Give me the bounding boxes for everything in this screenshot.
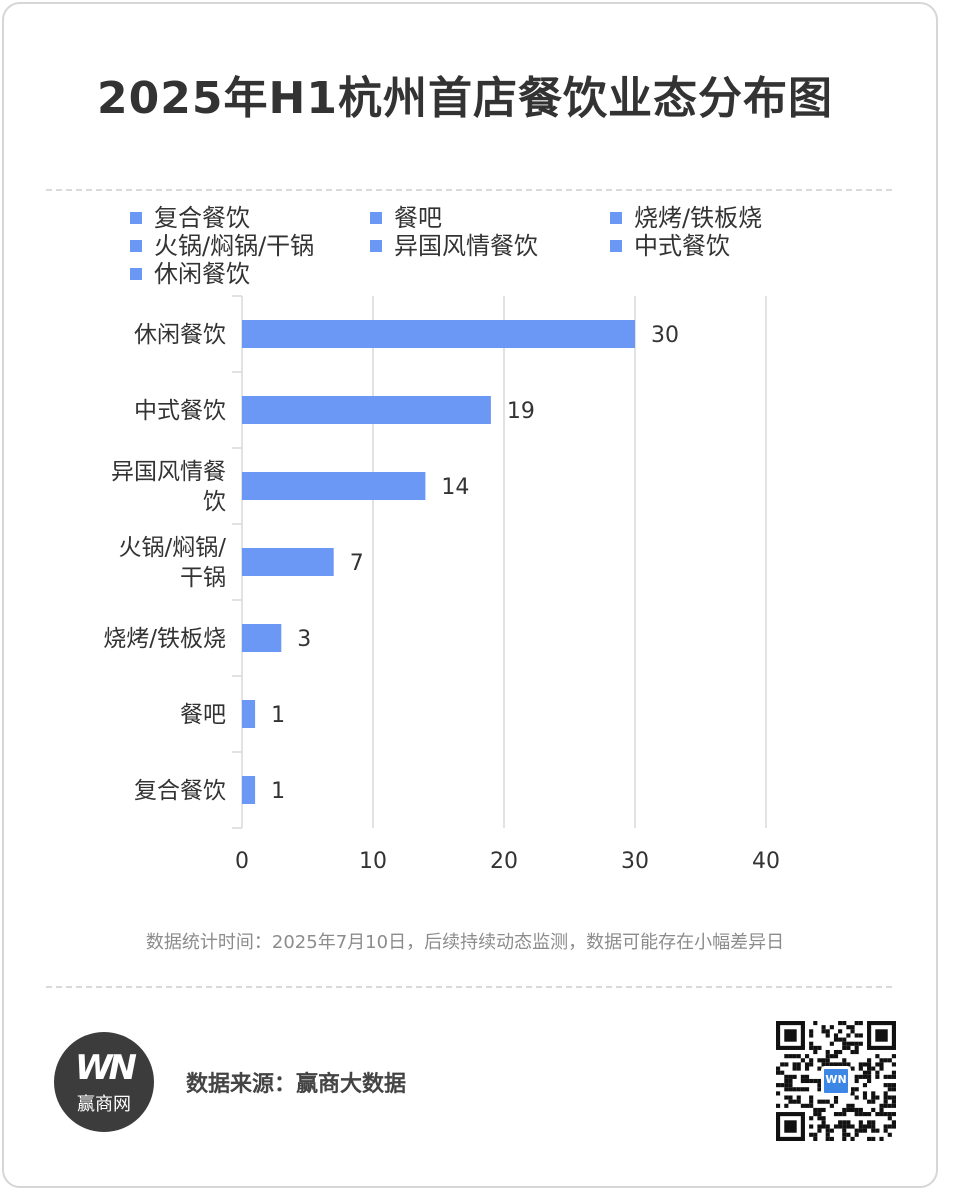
x-tick-label: 0: [235, 849, 249, 874]
legend-swatch: [130, 240, 142, 252]
data-label: 1: [271, 703, 285, 728]
legend-swatch: [610, 212, 622, 224]
legend-label: 烧烤/铁板烧: [634, 204, 763, 232]
qr-center-logo: WN: [821, 1066, 851, 1096]
data-label: 30: [651, 323, 679, 348]
legend-label: 复合餐饮: [154, 204, 250, 232]
legend-swatch: [130, 268, 142, 280]
x-tick-label: 20: [490, 849, 518, 874]
qr-code-icon: [776, 1021, 896, 1141]
legend-item: 异国风情餐饮: [370, 232, 538, 260]
legend-item: 复合餐饮: [130, 204, 250, 232]
x-tick-label: 40: [752, 849, 780, 874]
legend-item: 中式餐饮: [610, 232, 730, 260]
legend-label: 火锅/焖锅/干锅: [154, 232, 315, 260]
bar: [242, 700, 256, 728]
legend-label: 休闲餐饮: [154, 260, 250, 288]
bar: [242, 624, 282, 652]
category-label: 中式餐饮: [134, 398, 226, 424]
category-label: 火锅/焖锅/: [119, 535, 227, 561]
x-tick-label: 30: [621, 849, 649, 874]
bar-chart: 30 休闲餐饮 19 中式餐饮 14 异国风情餐饮 7 火锅/焖锅/干锅 3 烧烤/铁板烧 1 餐吧 1…: [103, 295, 780, 874]
data-label: 19: [507, 399, 535, 424]
legend-swatch: [370, 240, 382, 252]
category-label: 烧烤/铁板烧: [103, 626, 226, 652]
legend-item: 烧烤/铁板烧: [610, 204, 762, 232]
data-note: 数据统计时间：2025年7月10日，后续持续动态监测，数据可能存在小幅差异日: [145, 932, 785, 953]
data-label: 1: [271, 779, 285, 804]
legend-item: 餐吧: [370, 204, 442, 232]
category-label: 异国风情餐: [111, 459, 226, 485]
category-label: 休闲餐饮: [134, 322, 226, 348]
legend-swatch: [610, 240, 622, 252]
bar: [242, 472, 426, 500]
winshang-logo: WN 赢商网: [54, 1032, 154, 1132]
x-tick-label: 10: [359, 849, 387, 874]
bar: [242, 320, 635, 348]
category-label: 餐吧: [180, 702, 226, 728]
chart-title: 2025年H1杭州首店餐饮业态分布图: [97, 73, 833, 124]
legend-item: 火锅/焖锅/干锅: [130, 232, 314, 260]
data-label: 3: [297, 627, 311, 652]
data-label: 7: [350, 551, 364, 576]
chart-card: [2, 2, 938, 1188]
legend-label: 异国风情餐饮: [394, 232, 538, 260]
category-label: 干锅: [180, 565, 226, 591]
legend-label: 中式餐饮: [634, 232, 730, 260]
legend-label: 餐吧: [394, 204, 442, 232]
data-label: 14: [441, 475, 469, 500]
bottom-divider: [46, 986, 892, 988]
legend-swatch: [370, 212, 382, 224]
bar: [242, 548, 334, 576]
category-label: 饮: [203, 489, 226, 515]
logo-name: 赢商网: [77, 1094, 131, 1115]
legend-swatch: [130, 212, 142, 224]
category-label: 复合餐饮: [134, 778, 226, 804]
top-divider: [46, 189, 892, 191]
legend-item: 休闲餐饮: [130, 260, 250, 288]
logo-mark: WN: [75, 1048, 137, 1088]
data-source: 数据来源：赢商大数据: [186, 1072, 407, 1097]
bar: [242, 776, 256, 804]
bar: [242, 396, 491, 424]
